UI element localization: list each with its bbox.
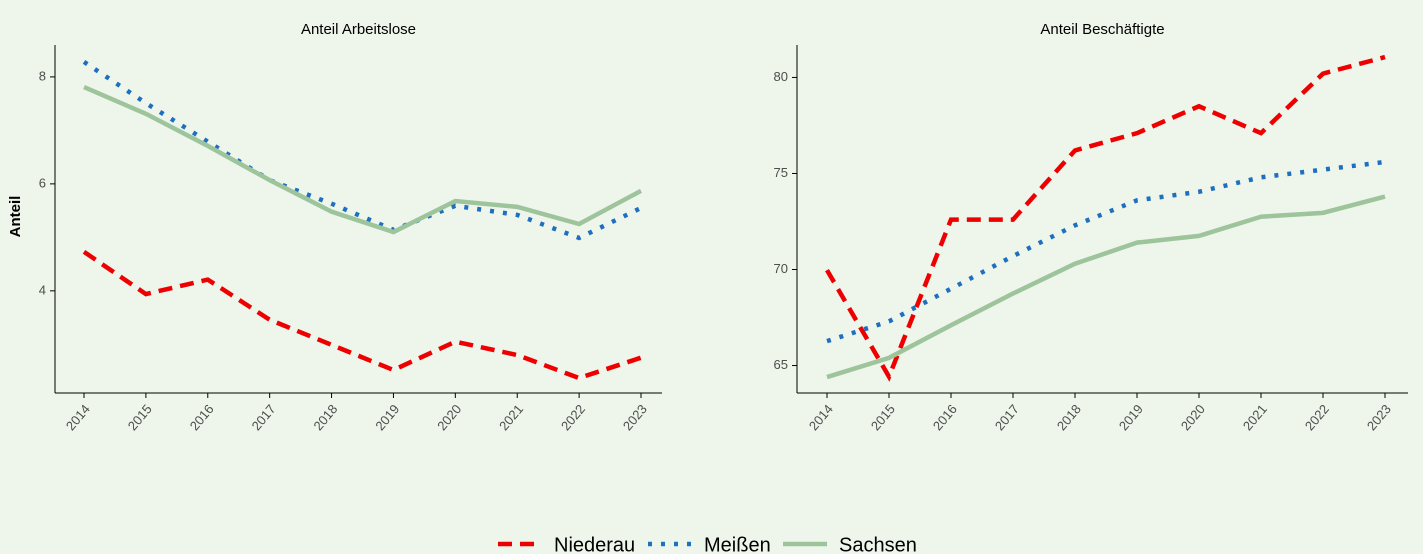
y-axis-label: Anteil <box>7 196 24 238</box>
x-tick-label: 2015 <box>868 401 898 433</box>
x-tick-label: 2016 <box>930 401 960 433</box>
x-tick-label: 2019 <box>1116 401 1146 433</box>
x-tick-label: 2021 <box>1240 401 1270 433</box>
x-tick-label: 2020 <box>1178 401 1208 433</box>
y-tick-label: 70 <box>774 261 788 276</box>
x-tick-label: 2017 <box>992 401 1022 433</box>
series-line <box>82 60 642 241</box>
y-tick-label: 65 <box>774 357 788 372</box>
x-tick-label: 2014 <box>806 401 836 433</box>
x-tick-label: 2021 <box>496 401 526 433</box>
x-tick-label: 2019 <box>372 401 402 433</box>
x-tick-label: 2020 <box>434 401 464 433</box>
x-tick-label: 2022 <box>558 401 588 433</box>
x-tick-label: 2018 <box>310 401 340 433</box>
series-line <box>83 85 643 235</box>
x-tick-label: 2016 <box>187 401 217 433</box>
x-tick-label: 2015 <box>125 401 155 433</box>
series-line <box>82 249 642 381</box>
x-tick-label: 2023 <box>1364 401 1394 433</box>
y-tick-label: 8 <box>39 68 46 83</box>
x-tick-label: 2017 <box>249 401 279 433</box>
x-tick-label: 2023 <box>620 401 650 433</box>
legend-label: Sachsen <box>839 534 917 554</box>
x-tick-label: 2014 <box>63 401 93 433</box>
y-tick-label: 80 <box>774 69 788 84</box>
x-tick-label: 2018 <box>1054 401 1084 433</box>
y-tick-label: 4 <box>39 282 46 297</box>
x-tick-label: 2022 <box>1302 401 1332 433</box>
y-tick-label: 75 <box>774 165 788 180</box>
series-line <box>825 54 1386 382</box>
series-line <box>826 194 1386 380</box>
legend-label: Meißen <box>704 534 771 554</box>
y-tick-label: 6 <box>39 175 46 190</box>
chart-title: Anteil Arbeitslose <box>301 21 416 38</box>
chart-title: Anteil Beschäftigte <box>1040 21 1164 38</box>
legend-label: Niederau <box>554 534 635 554</box>
